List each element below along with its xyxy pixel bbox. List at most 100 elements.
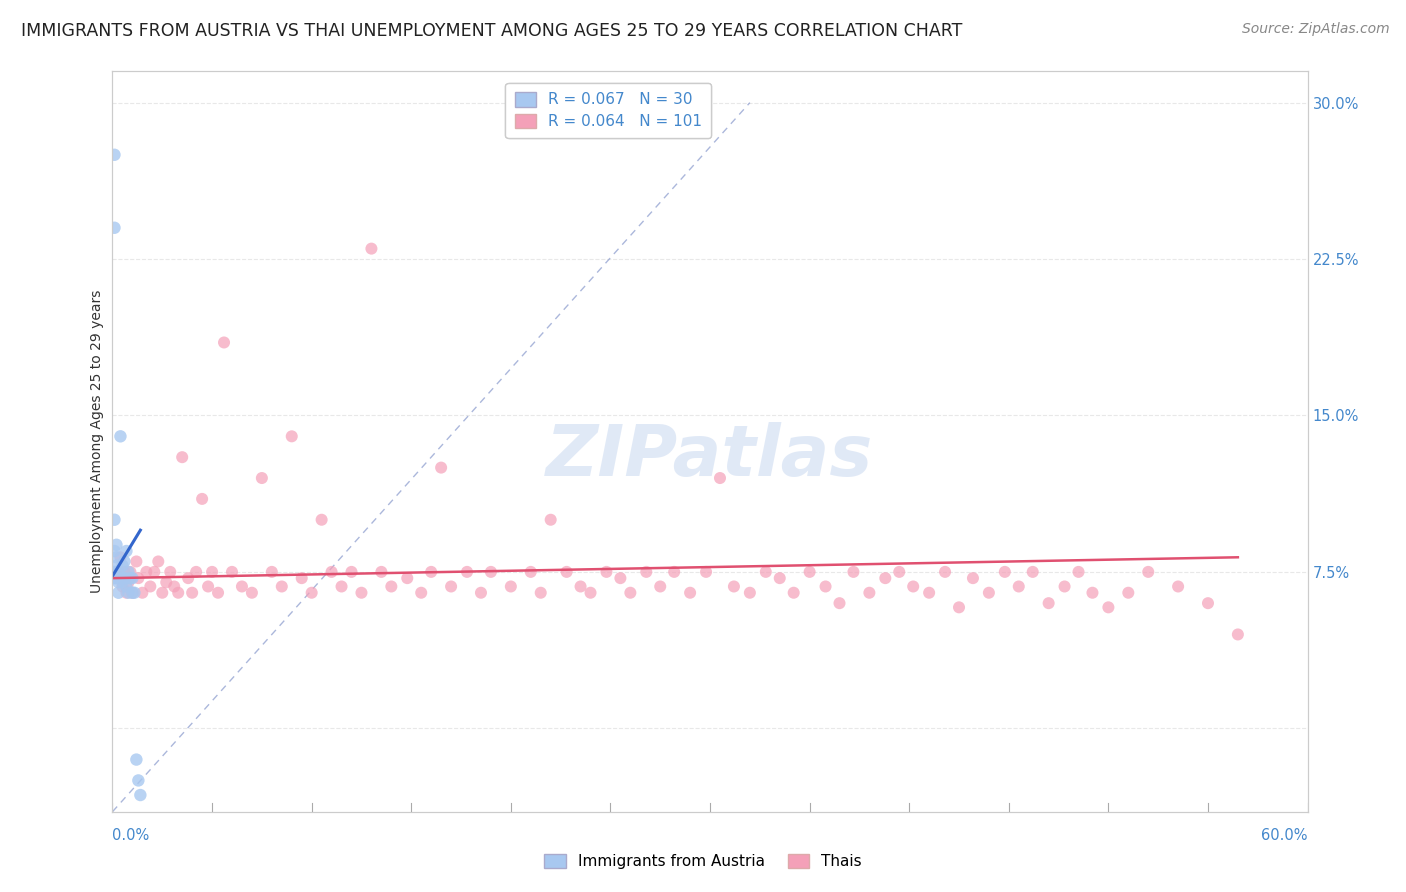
Point: [135, 565, 157, 579]
Point: [664, 565, 686, 579]
Point: [103, 571, 125, 585]
Point: [340, 565, 363, 579]
Point: [181, 586, 204, 600]
Point: [311, 513, 333, 527]
Point: [110, 571, 132, 585]
Point: [281, 429, 304, 443]
Point: [755, 565, 778, 579]
Point: [250, 471, 273, 485]
Point: [125, 753, 148, 767]
Point: [107, 586, 129, 600]
Legend: R = 0.067   N = 30, R = 0.064   N = 101: R = 0.067 N = 30, R = 0.064 N = 101: [506, 83, 711, 138]
Point: [520, 565, 543, 579]
Point: [903, 579, 925, 593]
Point: [115, 579, 138, 593]
Point: [117, 565, 139, 579]
Point: [1038, 596, 1060, 610]
Point: [918, 586, 941, 600]
Point: [148, 554, 170, 568]
Point: [350, 586, 373, 600]
Point: [530, 586, 553, 600]
Point: [191, 491, 214, 506]
Point: [103, 220, 125, 235]
Point: [842, 565, 865, 579]
Point: [420, 565, 443, 579]
Point: [396, 571, 419, 585]
Point: [695, 565, 717, 579]
Point: [889, 565, 911, 579]
Point: [172, 450, 194, 465]
Point: [114, 565, 135, 579]
Point: [105, 550, 128, 565]
Point: [994, 565, 1017, 579]
Point: [105, 571, 128, 585]
Point: [1097, 600, 1119, 615]
Point: [107, 565, 129, 579]
Point: [360, 242, 382, 256]
Point: [177, 571, 200, 585]
Point: [934, 565, 956, 579]
Point: [111, 575, 134, 590]
Point: [1067, 565, 1090, 579]
Point: [121, 586, 143, 600]
Point: [291, 571, 314, 585]
Point: [121, 571, 143, 585]
Point: [579, 586, 602, 600]
Point: [103, 544, 125, 558]
Point: [301, 586, 323, 600]
Point: [1022, 565, 1045, 579]
Point: [143, 565, 166, 579]
Point: [270, 579, 292, 593]
Point: [212, 335, 235, 350]
Point: [479, 565, 502, 579]
Point: [186, 565, 208, 579]
Point: [977, 586, 1000, 600]
Text: 60.0%: 60.0%: [1261, 829, 1308, 844]
Point: [117, 586, 139, 600]
Point: [131, 586, 153, 600]
Point: [125, 554, 148, 568]
Point: [114, 554, 135, 568]
Point: [129, 788, 152, 802]
Point: [231, 579, 253, 593]
Point: [709, 471, 731, 485]
Text: IMMIGRANTS FROM AUSTRIA VS THAI UNEMPLOYMENT AMONG AGES 25 TO 29 YEARS CORRELATI: IMMIGRANTS FROM AUSTRIA VS THAI UNEMPLOY…: [21, 22, 963, 40]
Point: [127, 571, 149, 585]
Point: [111, 579, 134, 593]
Text: 0.0%: 0.0%: [112, 829, 149, 844]
Point: [430, 460, 453, 475]
Point: [121, 586, 143, 600]
Point: [114, 571, 135, 585]
Point: [1226, 627, 1249, 641]
Point: [107, 575, 129, 590]
Point: [1137, 565, 1160, 579]
Point: [107, 565, 129, 579]
Point: [679, 586, 702, 600]
Point: [330, 579, 353, 593]
Point: [828, 596, 851, 610]
Point: [103, 148, 125, 162]
Point: [1053, 579, 1076, 593]
Point: [555, 565, 578, 579]
Point: [470, 586, 492, 600]
Point: [167, 586, 190, 600]
Point: [540, 513, 562, 527]
Point: [636, 565, 658, 579]
Point: [105, 538, 128, 552]
Point: [619, 586, 641, 600]
Legend: Immigrants from Austria, Thais: Immigrants from Austria, Thais: [538, 847, 868, 875]
Point: [207, 586, 229, 600]
Text: Source: ZipAtlas.com: Source: ZipAtlas.com: [1241, 22, 1389, 37]
Point: [163, 579, 186, 593]
Point: [155, 575, 177, 590]
Point: [110, 550, 132, 565]
Point: [105, 558, 128, 573]
Point: [499, 579, 522, 593]
Point: [769, 571, 792, 585]
Point: [569, 579, 592, 593]
Point: [783, 586, 806, 600]
Y-axis label: Unemployment Among Ages 25 to 29 years: Unemployment Among Ages 25 to 29 years: [90, 290, 104, 593]
Point: [370, 565, 392, 579]
Point: [115, 544, 138, 558]
Point: [799, 565, 821, 579]
